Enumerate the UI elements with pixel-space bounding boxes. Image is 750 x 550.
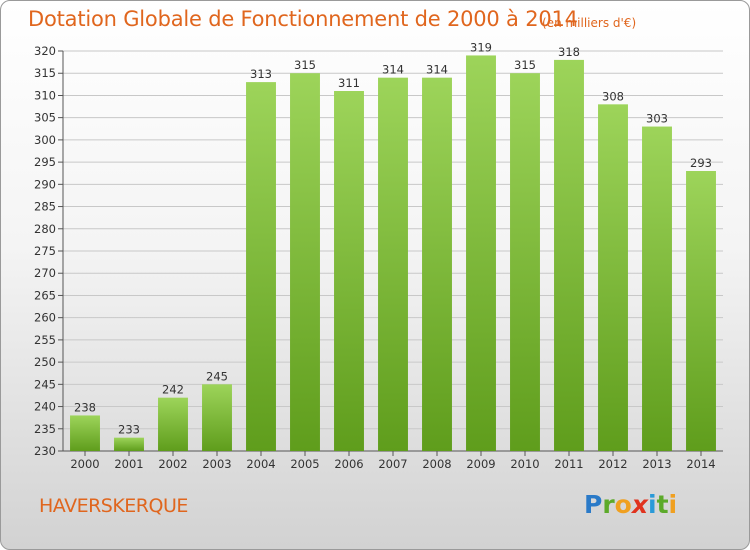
x-tick-label: 2003 xyxy=(202,457,231,471)
y-tick-label: 315 xyxy=(34,66,56,80)
bar xyxy=(334,91,364,451)
y-tick-label: 250 xyxy=(34,355,56,369)
bar xyxy=(598,104,628,451)
bar xyxy=(466,55,496,451)
y-tick-label: 320 xyxy=(34,44,56,58)
proxiti-logo[interactable]: Proxiti xyxy=(584,490,677,519)
bar-value-label: 318 xyxy=(558,45,580,59)
bar-value-label: 314 xyxy=(426,63,448,77)
y-tick-label: 280 xyxy=(34,222,56,236)
y-tick-label: 305 xyxy=(34,111,56,125)
y-tick-label: 245 xyxy=(34,377,56,391)
y-tick-label: 285 xyxy=(34,200,56,214)
x-tick-label: 2004 xyxy=(246,457,275,471)
x-tick-label: 2002 xyxy=(158,457,187,471)
bar-value-label: 314 xyxy=(382,63,404,77)
bar-value-label: 238 xyxy=(74,400,96,414)
x-tick-label: 2013 xyxy=(642,457,671,471)
bar xyxy=(686,171,716,451)
x-tick-label: 2009 xyxy=(466,457,495,471)
bar-value-label: 293 xyxy=(690,156,712,170)
bar xyxy=(642,126,672,452)
y-tick-label: 240 xyxy=(34,400,56,414)
x-tick-label: 2008 xyxy=(422,457,451,471)
x-tick-label: 2012 xyxy=(598,457,627,471)
y-tick-label: 265 xyxy=(34,288,56,302)
y-tick-label: 255 xyxy=(34,333,56,347)
x-tick-label: 2001 xyxy=(114,457,143,471)
bar xyxy=(70,415,100,451)
x-tick-label: 2010 xyxy=(510,457,539,471)
logo-letter: P xyxy=(584,490,603,519)
labels: 230 235 240 245 250 255 260 265 270 275 280 285 290 2… xyxy=(34,40,716,471)
logo-letter: t xyxy=(656,490,669,519)
bar xyxy=(114,437,144,451)
x-tick-label: 2005 xyxy=(290,457,319,471)
logo-letter: x xyxy=(631,490,648,519)
bar-value-label: 313 xyxy=(250,67,272,81)
bar-value-label: 315 xyxy=(294,58,316,72)
x-tick-label: 2006 xyxy=(334,457,363,471)
logo-letter: i xyxy=(648,490,657,519)
chart-title: Dotation Globale de Fonctionnement de 20… xyxy=(28,7,578,31)
x-tick-label: 2011 xyxy=(554,457,583,471)
x-tick-label: 2014 xyxy=(686,457,715,471)
bar-value-label: 311 xyxy=(338,76,360,90)
bar xyxy=(378,77,408,452)
bar xyxy=(158,397,188,451)
chart-unit: (en milliers d'€) xyxy=(542,16,637,30)
logo-letter: r xyxy=(602,490,615,519)
y-tick-label: 290 xyxy=(34,177,56,191)
y-tick-label: 310 xyxy=(34,88,56,102)
y-tick-label: 295 xyxy=(34,155,56,169)
bar-value-label: 245 xyxy=(206,369,228,383)
bar-value-label: 242 xyxy=(162,383,184,397)
logo-letter: o xyxy=(614,490,632,519)
y-tick-label: 235 xyxy=(34,422,56,436)
bar-value-label: 308 xyxy=(602,89,624,103)
y-tick-label: 275 xyxy=(34,244,56,258)
bars xyxy=(70,55,716,452)
x-tick-label: 2000 xyxy=(70,457,99,471)
bar xyxy=(422,77,452,452)
y-tick-label: 300 xyxy=(34,133,56,147)
logo-letter: i xyxy=(668,490,678,519)
bar-value-label: 303 xyxy=(646,112,668,126)
bar xyxy=(554,59,584,452)
y-tick-label: 230 xyxy=(34,444,56,458)
bar-value-label: 233 xyxy=(118,423,140,437)
bar xyxy=(290,73,320,451)
bar-value-label: 319 xyxy=(470,40,492,54)
x-tick-label: 2007 xyxy=(378,457,407,471)
y-tick-label: 260 xyxy=(34,311,56,325)
bar-value-label: 315 xyxy=(514,58,536,72)
bar xyxy=(202,384,232,451)
bar xyxy=(246,82,276,451)
commune-name: HAVERSKERQUE xyxy=(39,495,188,517)
bar xyxy=(510,73,540,451)
y-tick-label: 270 xyxy=(34,266,56,280)
